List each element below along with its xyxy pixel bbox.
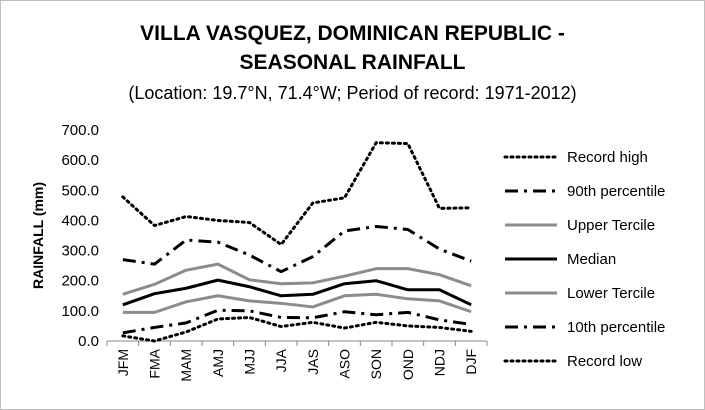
x-tick-label: SON [368,349,384,379]
y-tick-label: 0.0 [78,333,99,350]
series-line-record-low [121,315,473,343]
y-axis-label: RAINFALL (mm) [30,182,46,289]
series-line-10th-percentile [122,308,472,335]
chart-subtitle: (Location: 19.7°N, 71.4°W; Period of rec… [128,83,577,103]
x-tick-label: OND [400,349,416,380]
x-tick-label: JFM [115,349,131,376]
x-tick-label: AMJ [210,349,226,377]
legend-label: Upper Tercile [567,217,655,234]
series-line-lower-tercile [122,292,472,314]
chart-title-line1: VILLA VASQUEZ, DOMINICAN REPUBLIC - [140,22,565,45]
y-tick-label: 600.0 [61,152,99,169]
y-tick-label: 100.0 [61,303,99,320]
x-tick-label: JAS [305,349,321,375]
x-tick-label: DJF [463,349,479,375]
y-tick-label: 500.0 [61,182,99,199]
legend-label: Median [567,251,616,268]
y-tick-label: 300.0 [61,243,99,260]
series-line-90th-percentile [122,224,472,274]
chart-title-line2: SEASONAL RAINFALL [239,51,466,74]
x-tick-label: NDJ [432,349,448,376]
series-line-median [122,278,472,307]
x-tick-label: ASO [337,349,353,379]
legend-label: Record low [567,353,642,370]
legend-label: 10th percentile [567,319,665,336]
x-tick-label: MJJ [242,349,258,375]
legend-label: Lower Tercile [567,285,655,302]
legend-label: 90th percentile [567,183,665,200]
series-line-record-high [121,141,473,247]
series-line-upper-tercile [122,262,472,296]
y-tick-label: 200.0 [61,273,99,290]
x-tick-label: FMA [147,348,163,378]
y-tick-label: 400.0 [61,212,99,229]
x-tick-label: MAM [178,349,194,382]
legend-label: Record high [567,149,648,166]
x-tick-label: JJA [273,348,289,372]
y-tick-label: 700.0 [61,122,99,139]
